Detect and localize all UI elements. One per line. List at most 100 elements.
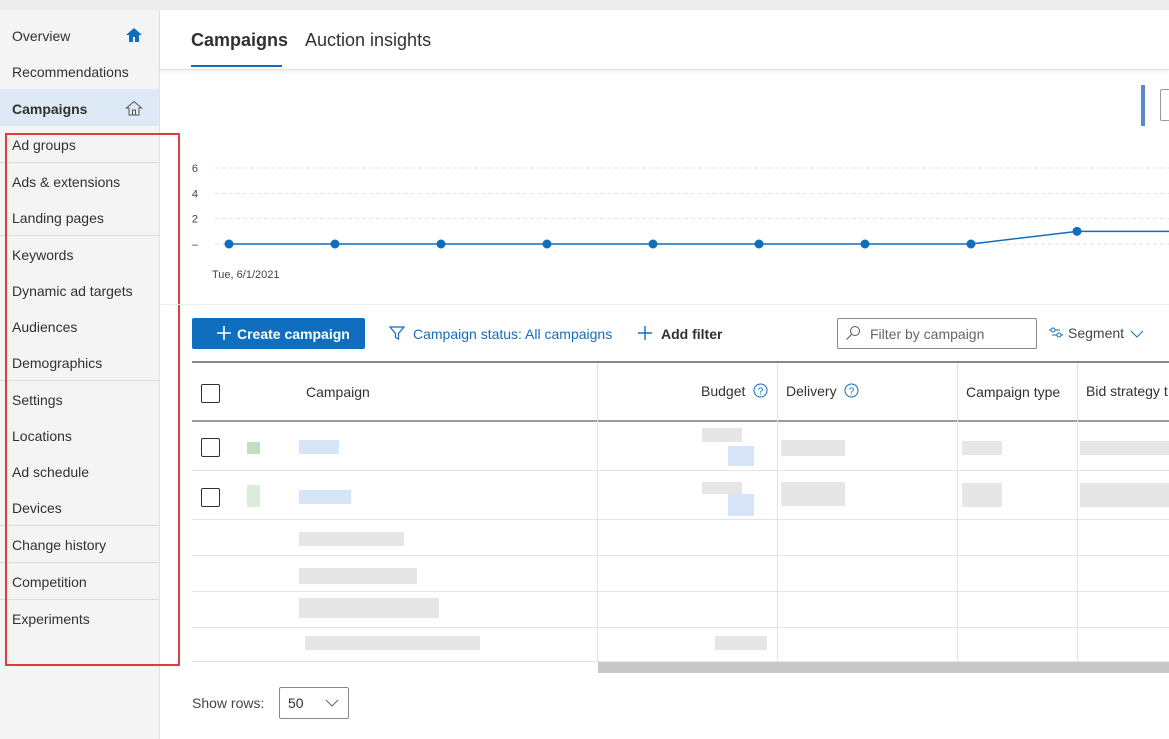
redacted <box>702 428 742 442</box>
nav-item[interactable]: Campaigns <box>12 101 88 117</box>
help-icon[interactable]: ? <box>753 383 768 398</box>
search-placeholder: Filter by campaign <box>870 326 985 342</box>
col-line <box>597 363 598 662</box>
checkbox[interactable] <box>201 488 220 507</box>
redacted <box>299 598 439 618</box>
nav-item[interactable]: Demographics <box>12 355 103 371</box>
top-strip <box>0 0 1169 10</box>
redacted <box>1080 483 1169 507</box>
row-line <box>192 470 1169 471</box>
redacted <box>962 483 1002 507</box>
tab[interactable]: Campaigns <box>191 30 289 50</box>
svg-text:?: ? <box>758 387 764 398</box>
nav-item[interactable]: Keywords <box>12 247 74 263</box>
chevron <box>325 699 339 707</box>
nav-item[interactable]: Ads & extensions <box>12 174 121 190</box>
search-icon <box>846 326 860 340</box>
checkbox[interactable] <box>201 384 220 403</box>
tab-bar <box>160 10 1169 70</box>
filter-icon <box>389 326 405 340</box>
plus-icon <box>217 326 231 340</box>
column-header[interactable]: Campaign type <box>966 384 1061 400</box>
redacted <box>715 636 767 650</box>
trend-line <box>229 230 1169 245</box>
segment[interactable]: Segment <box>1068 325 1125 341</box>
nav-item[interactable]: Experiments <box>12 611 90 627</box>
nav-item[interactable]: Devices <box>12 500 62 516</box>
col-line <box>777 363 778 662</box>
separator <box>0 599 159 600</box>
separator <box>0 525 159 526</box>
show-rows-label: Show rows: <box>192 695 265 711</box>
row-line <box>192 661 1169 662</box>
nav-item[interactable]: Competition <box>12 574 87 590</box>
nav-item[interactable]: Recommendations <box>12 64 129 80</box>
column-header[interactable]: Bid strategy t <box>1086 383 1168 399</box>
column-header[interactable]: Campaign <box>306 384 370 400</box>
trend-point <box>224 239 234 249</box>
row-line <box>192 591 1169 592</box>
redacted <box>299 490 351 504</box>
y-tick-label: 2 <box>192 214 198 226</box>
col-line <box>1077 363 1078 662</box>
nav-item[interactable]: Ad schedule <box>12 464 90 480</box>
status-icon <box>247 442 260 454</box>
rows-select[interactable] <box>279 687 349 719</box>
separator <box>0 562 159 563</box>
control[interactable] <box>1160 89 1169 121</box>
redacted <box>305 636 480 650</box>
scrollbar[interactable] <box>598 662 1169 673</box>
row-line <box>192 519 1169 520</box>
trend-point <box>436 239 446 249</box>
rows-value: 50 <box>288 695 304 711</box>
redacted <box>299 568 417 584</box>
redacted <box>728 446 754 466</box>
col-line <box>957 363 958 662</box>
redacted <box>299 532 404 546</box>
redacted <box>962 441 1002 455</box>
nav-item[interactable]: Change history <box>12 537 107 553</box>
tab-underline <box>191 65 282 67</box>
help-icon[interactable]: ? <box>844 383 859 398</box>
separator <box>0 380 159 381</box>
header-bottom <box>192 420 1169 422</box>
trend-point <box>542 239 552 249</box>
trend-point <box>330 239 340 249</box>
search-box[interactable] <box>837 318 1037 349</box>
y-tick-label: 6 <box>192 163 198 175</box>
trend-point <box>1072 226 1082 236</box>
trend-point <box>860 239 870 249</box>
trend-chart: – 2 4 6 Tue, 6/1/2021 <box>192 163 1169 281</box>
row-line <box>192 627 1169 628</box>
redacted <box>728 494 754 516</box>
highlight-box <box>5 133 180 666</box>
redacted <box>781 482 845 506</box>
nav-item[interactable]: Locations <box>12 428 72 444</box>
x-label: Tue, 6/1/2021 <box>212 269 279 281</box>
plus-icon <box>638 326 652 340</box>
redacted <box>1080 441 1169 455</box>
column-header[interactable]: Budget <box>701 383 746 399</box>
status-filter[interactable]: Campaign status: All campaigns <box>413 326 613 342</box>
trend-point <box>966 239 976 249</box>
nav-item[interactable]: Audiences <box>12 319 78 335</box>
nav-item[interactable]: Ad groups <box>12 137 76 153</box>
y-tick-label: 4 <box>192 188 198 200</box>
y-tick-label: – <box>192 239 199 251</box>
column-header[interactable]: Delivery <box>786 383 837 399</box>
redacted <box>781 440 845 456</box>
trend-point <box>754 239 764 249</box>
nav-item[interactable]: Landing pages <box>12 210 104 226</box>
row-line <box>192 555 1169 556</box>
checkbox[interactable] <box>201 438 220 457</box>
home-icon <box>125 100 143 116</box>
slider <box>1141 85 1145 126</box>
tab[interactable]: Auction insights <box>305 30 432 50</box>
nav-item[interactable]: Dynamic ad targets <box>12 283 133 299</box>
segment-icon <box>1049 327 1063 338</box>
add-filter[interactable]: Add filter <box>661 326 723 342</box>
nav-item[interactable]: Settings <box>12 392 63 408</box>
trend-point <box>648 239 658 249</box>
svg-text:?: ? <box>849 387 855 398</box>
nav-item[interactable]: Overview <box>12 28 71 44</box>
